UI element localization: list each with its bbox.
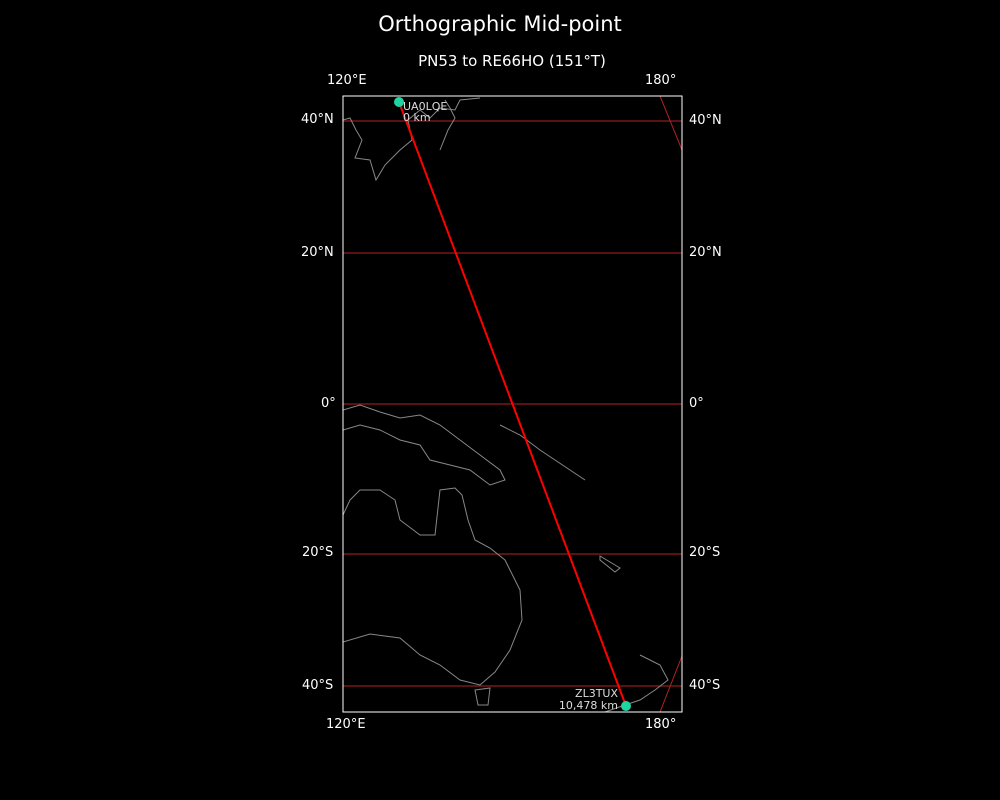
top-lon-label-180: 180° (645, 73, 677, 88)
coast-asia (343, 97, 481, 182)
end-station-marker[interactable] (621, 701, 631, 711)
lat-label-right-0: 0° (689, 396, 704, 411)
chart-title: Orthographic Mid-point (378, 12, 622, 36)
meridian-180-south (659, 655, 682, 712)
lat-label-left-20s: 20°S (302, 545, 334, 560)
great-circle-path (398, 101, 627, 707)
lat-label-left-0: 0° (321, 396, 336, 411)
start-distance-label: 0 km (403, 111, 431, 124)
lat-label-left-40s: 40°S (302, 678, 334, 693)
coast-new-caledonia (599, 555, 621, 573)
coast-png (499, 424, 586, 481)
end-distance-label: 10,478 km (559, 699, 618, 712)
lat-label-left-40n: 40°N (301, 112, 334, 127)
lat-label-right-40s: 40°S (689, 678, 721, 693)
coast-indonesia (343, 404, 506, 486)
lat-label-right-40n: 40°N (689, 113, 722, 128)
lat-label-left-20n: 20°N (301, 245, 334, 260)
coast-japan (439, 99, 456, 151)
map-frame (342, 95, 683, 713)
bottom-lon-label-180: 180° (645, 717, 677, 732)
start-station-marker[interactable] (394, 97, 404, 107)
start-call-label: UA0LQE (403, 100, 447, 113)
bottom-lon-label-120e: 120°E (326, 717, 366, 732)
end-call-label: ZL3TUX (575, 687, 618, 700)
top-lon-label-120e: 120°E (327, 73, 367, 88)
lat-label-right-20s: 20°S (689, 545, 721, 560)
coastlines (343, 97, 669, 712)
chart-subtitle: PN53 to RE66HO (151°T) (418, 52, 606, 70)
coast-australia (343, 487, 523, 686)
coast-tasmania (474, 687, 491, 706)
meridian-180-north (659, 96, 682, 151)
lat-label-right-20n: 20°N (689, 245, 722, 260)
